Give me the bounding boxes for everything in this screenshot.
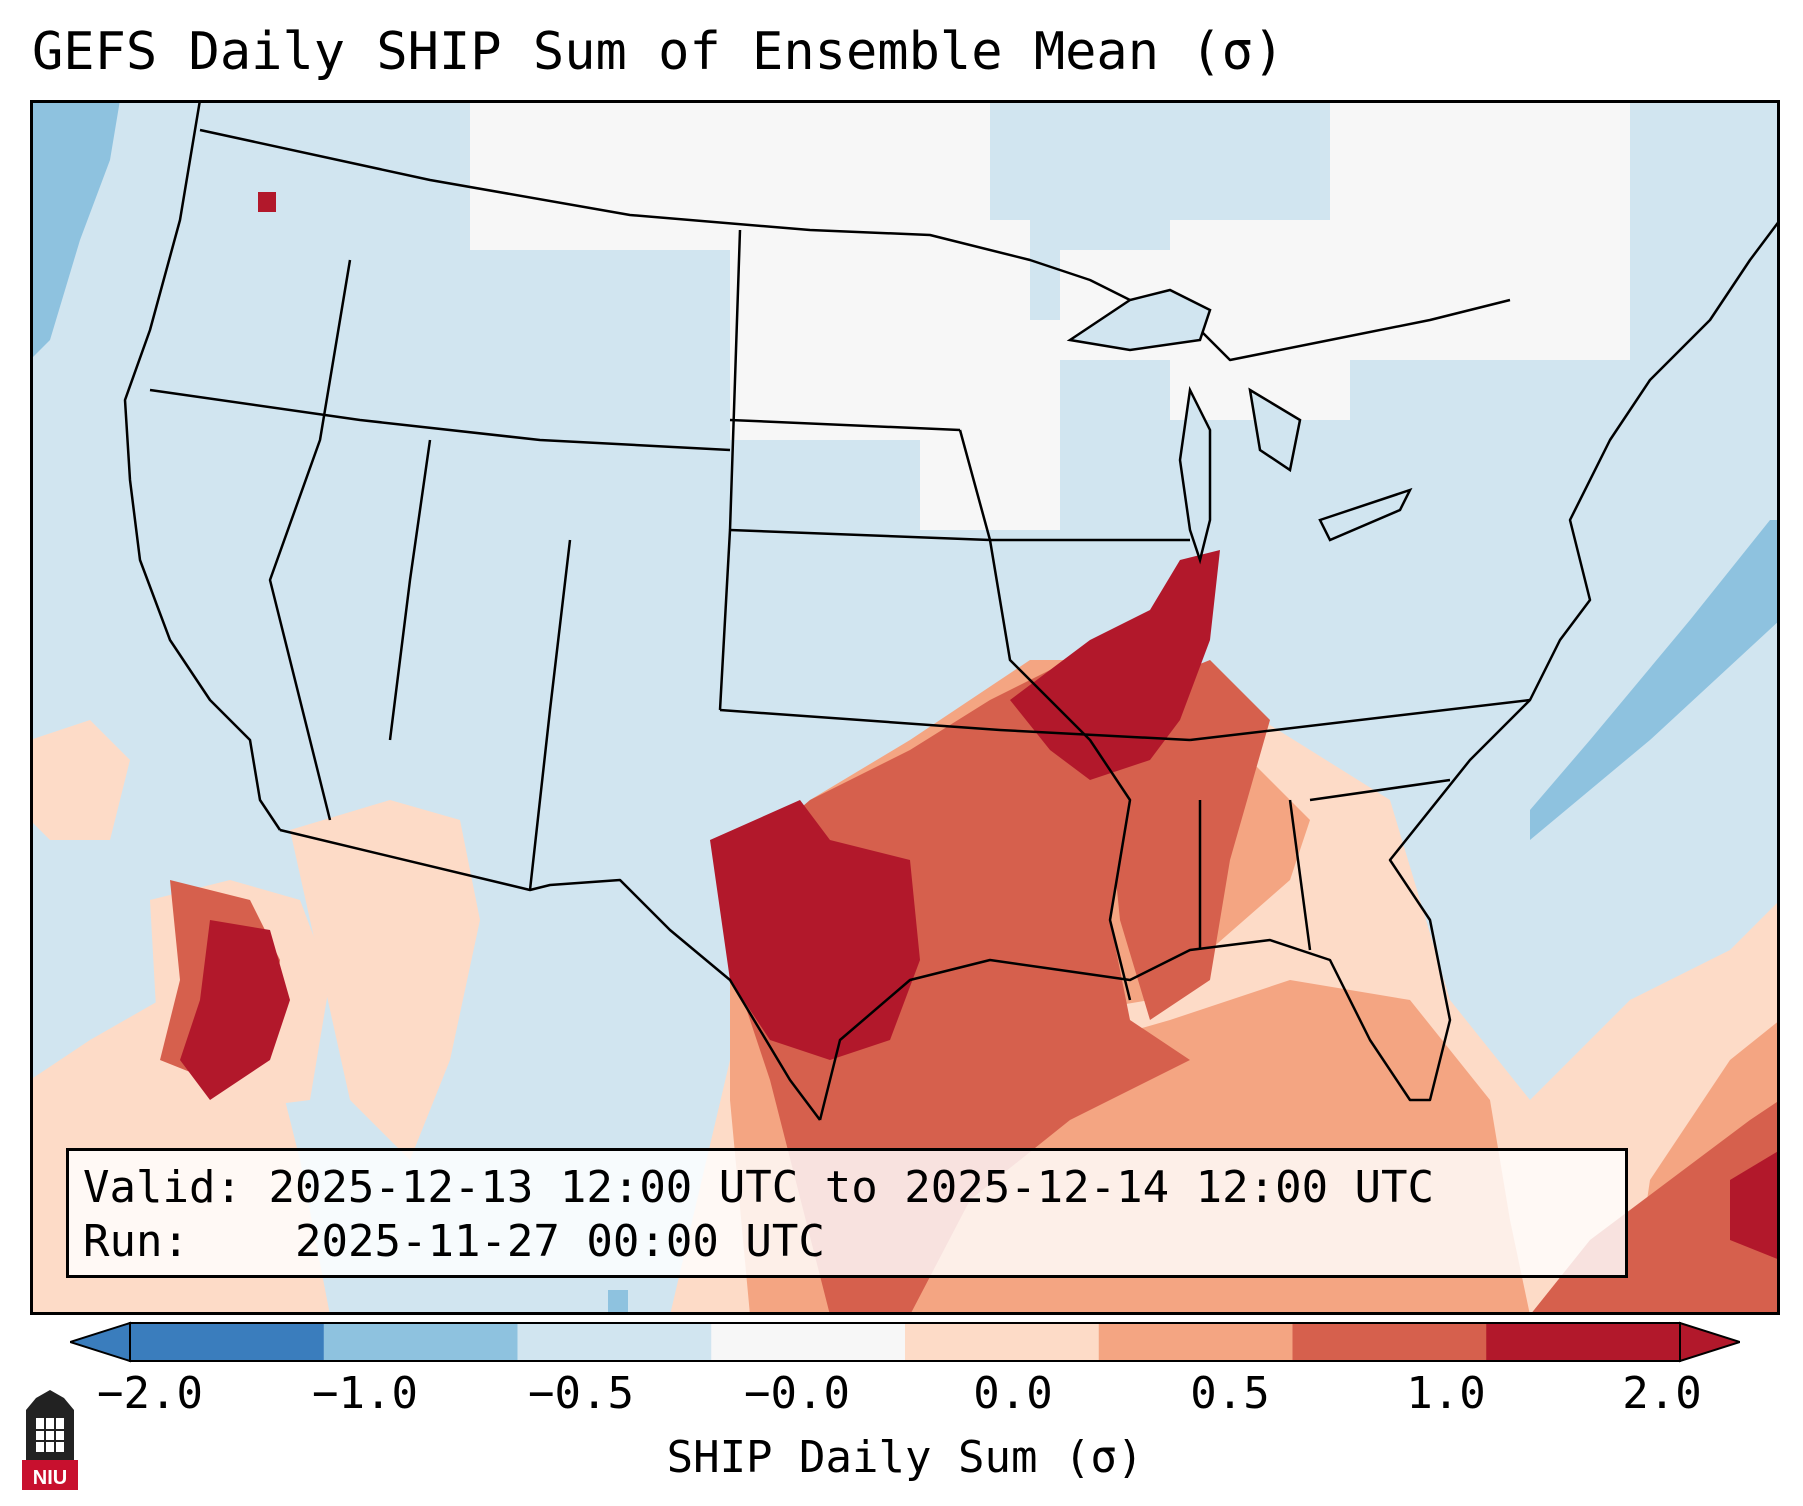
logo-badge [22, 1460, 78, 1490]
colorbar-tick: 0.5 [1190, 1368, 1270, 1419]
colorbar-outline [129, 1322, 1681, 1362]
colorbar-tick: 0.0 [973, 1368, 1053, 1419]
positive-max-field [180, 192, 1780, 1260]
logo-grid [36, 1418, 64, 1452]
logo-text: NIU [33, 1467, 67, 1489]
colorbar-segment [517, 1323, 712, 1361]
lake-erie [1318, 487, 1413, 542]
negative-western-atlantic [1530, 520, 1780, 840]
gulf-coast-line [818, 219, 1780, 1121]
negative-gulf-of-california-spot [608, 1290, 628, 1315]
colorbar-segment [1292, 1323, 1487, 1361]
colorbar-segment [905, 1323, 1100, 1361]
max-southern-plains [710, 800, 920, 1060]
positive-low-southwest [290, 800, 480, 1160]
near-zero-canada-east [1330, 100, 1630, 360]
colorbar-segment [711, 1323, 906, 1361]
lake-huron [1248, 387, 1302, 473]
colorbar-extend-low [70, 1321, 131, 1363]
valid-label: Valid: [83, 1162, 242, 1213]
max-washington-spot [258, 192, 276, 212]
max-mid-mississippi [1010, 550, 1220, 780]
colorbar-tick: −0.5 [528, 1368, 634, 1419]
state-line-southeast [1189, 698, 1531, 951]
run-line: Run: 2025-11-27 00:00 UTC [83, 1215, 1611, 1269]
colorbar-tick: −0.0 [744, 1368, 850, 1419]
colorbar-segment [1486, 1323, 1681, 1361]
negative-pacific-nw [30, 100, 120, 360]
niu-logo: NIU [22, 1390, 78, 1490]
valid-line: Valid: 2025-12-13 12:00 UTC to 2025-12-1… [83, 1161, 1611, 1215]
run-label: Run: [83, 1216, 189, 1267]
state-line-great-west [149, 259, 731, 821]
boundaries [123, 100, 1780, 1121]
max-baja [180, 920, 290, 1100]
near-zero-minnesota [920, 320, 1060, 530]
valid-value: 2025-12-13 12:00 UTC to 2025-12-14 12:00… [268, 1162, 1435, 1213]
colorbar-tick: −2.0 [97, 1368, 203, 1419]
map-panel [30, 100, 1780, 1315]
chart-title: GEFS Daily SHIP Sum of Ensemble Mean (σ) [32, 22, 1285, 82]
state-line-mississippi [958, 429, 1132, 1001]
positive-low-pacific-west [30, 720, 130, 840]
max-caribbean [1730, 1150, 1780, 1260]
state-line-four-corners [388, 439, 572, 891]
colorbar-extend-high [1679, 1321, 1740, 1363]
validity-info-box: Valid: 2025-12-13 12:00 UTC to 2025-12-1… [66, 1148, 1628, 1278]
us-west-coast [123, 100, 282, 831]
logo-window [36, 1418, 64, 1452]
colorbar-tick: 1.0 [1406, 1368, 1486, 1419]
map-frame [30, 100, 1780, 1315]
lake-michigan [1178, 385, 1212, 565]
colorbar-segment [323, 1323, 518, 1361]
great-lakes [1066, 288, 1413, 565]
run-value: 2025-11-27 00:00 UTC [295, 1216, 825, 1267]
negative-field [30, 100, 1780, 1315]
us-mexico-border [279, 828, 821, 1121]
colorbar [70, 1321, 1740, 1363]
colorbar-segment [1098, 1323, 1293, 1361]
colorbar-tick: 2.0 [1622, 1368, 1702, 1419]
canada-us-border [199, 128, 1511, 362]
colorbar-tick: −1.0 [312, 1368, 418, 1419]
lake-superior [1066, 288, 1212, 352]
colorbar-segment [130, 1323, 325, 1361]
colorbar-label: SHIP Daily Sum (σ) [666, 1432, 1144, 1483]
